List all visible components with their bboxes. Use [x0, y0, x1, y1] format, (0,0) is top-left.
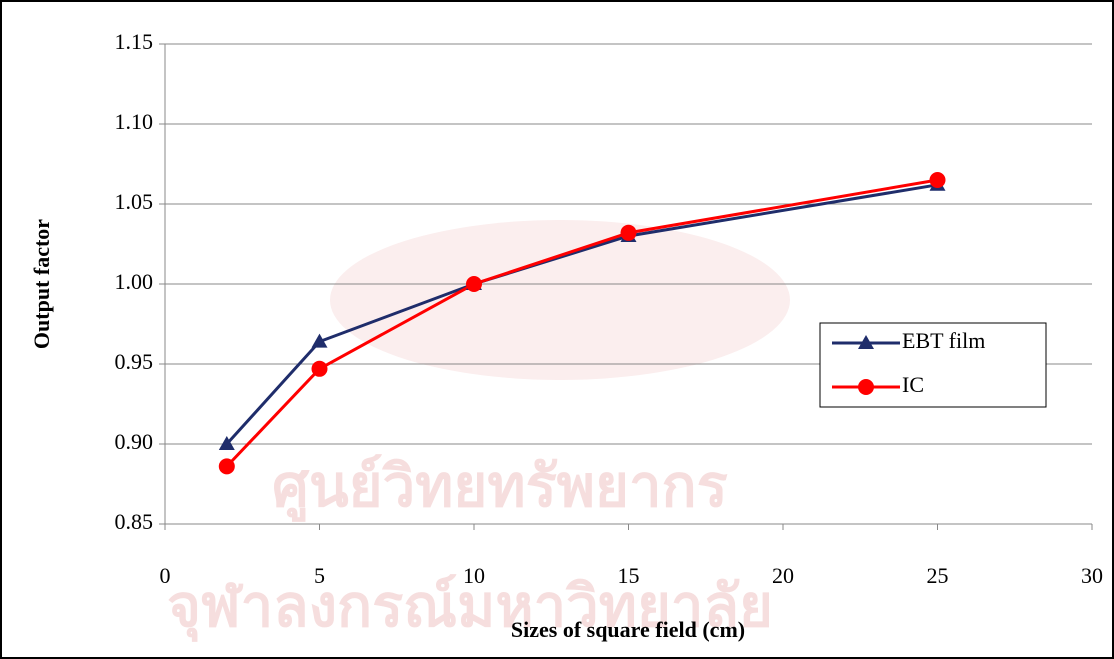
y-tick-label: 1.00 — [115, 269, 154, 294]
legend-box — [819, 322, 1047, 408]
marker — [929, 172, 946, 188]
legend-marker — [858, 379, 874, 395]
y-tick-label: 0.85 — [115, 509, 154, 534]
x-tick-label: 0 — [160, 563, 171, 588]
y-tick-label: 0.95 — [115, 349, 154, 374]
watermark-logo — [330, 220, 790, 380]
watermark: จุฬาลงกรณ์มหาวิทยาลัย — [167, 572, 773, 643]
legend-marker — [858, 335, 874, 349]
x-tick-label: 30 — [1081, 563, 1103, 588]
marker — [218, 436, 235, 450]
marker — [311, 333, 328, 348]
marker — [466, 276, 482, 292]
y-tick-label: 1.10 — [115, 109, 154, 134]
y-tick-label: 1.05 — [115, 189, 154, 214]
x-tick-label: 25 — [927, 563, 949, 588]
marker — [620, 224, 637, 241]
x-tick-label: 10 — [463, 563, 485, 588]
marker — [311, 360, 328, 377]
legend-label: EBT film — [902, 328, 985, 353]
marker — [218, 458, 235, 475]
y-axis-title: Output factor — [29, 219, 54, 349]
y-tick-label: 0.90 — [115, 429, 154, 454]
x-tick-label: 15 — [618, 563, 640, 588]
x-tick-label: 5 — [314, 563, 325, 588]
x-axis-title: Sizes of square field (cm) — [511, 617, 745, 642]
y-tick-label: 1.15 — [115, 29, 154, 54]
legend-label: IC — [902, 372, 924, 397]
x-tick-label: 20 — [772, 563, 794, 588]
watermark: ศูนย์วิทยทรัพยากร — [272, 452, 728, 522]
